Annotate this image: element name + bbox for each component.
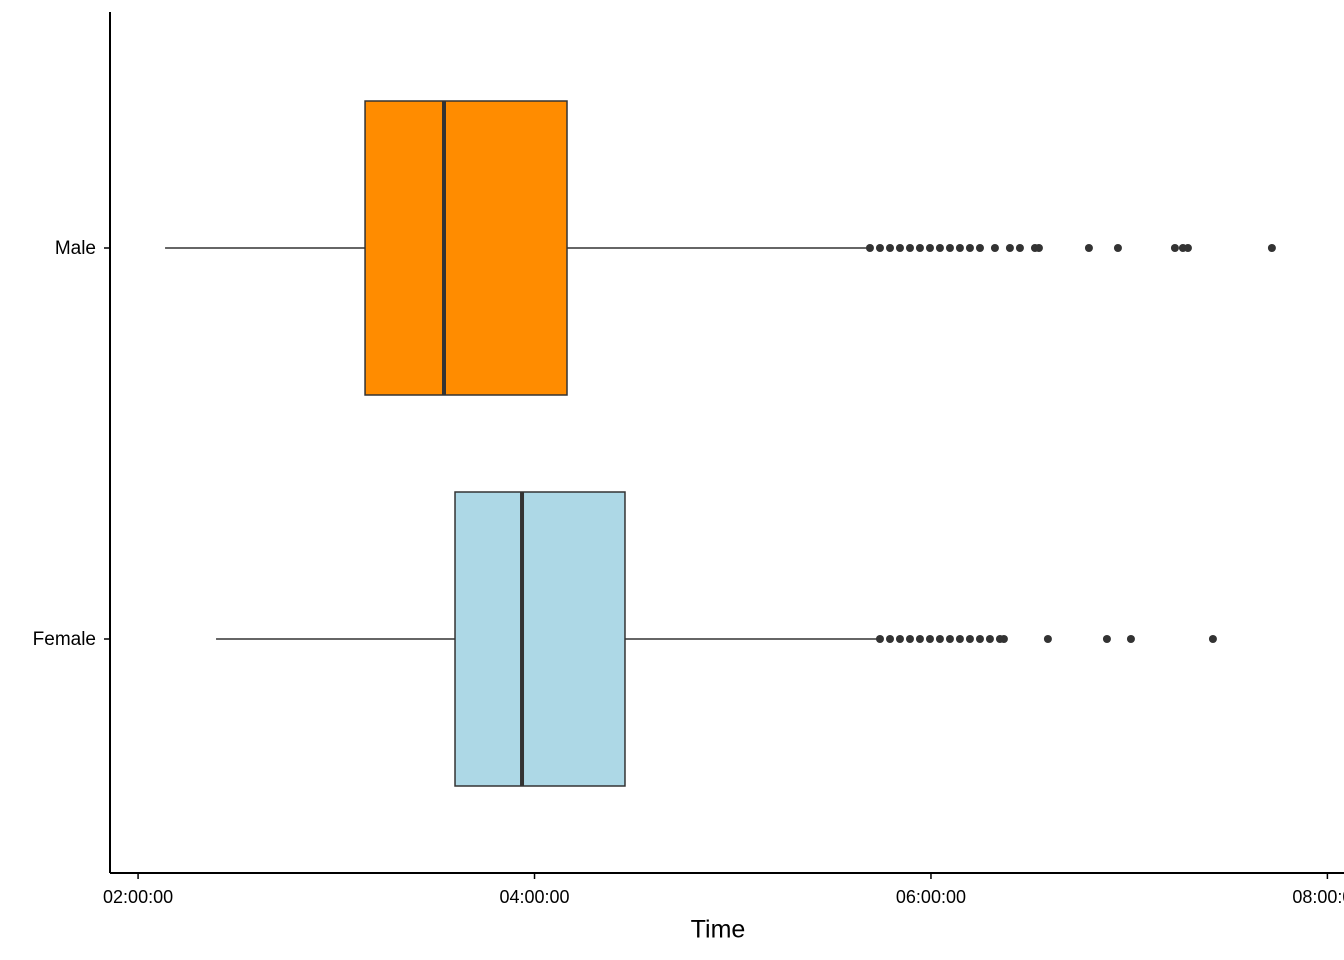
outlier [1208,635,1217,643]
outlier [1034,244,1043,252]
outlier [1043,635,1052,643]
x-tick-label: 06:00:00 [896,887,966,907]
box [454,491,626,787]
outlier [1084,244,1093,252]
outlier [1183,244,1192,252]
x-tick-label: 02:00:00 [103,887,173,907]
outlier [990,244,999,252]
outlier [905,244,914,252]
x-tick-label: 04:00:00 [499,887,569,907]
outlier [985,635,994,643]
outlier [1170,244,1179,252]
outlier [875,244,884,252]
y-tick-label: Male [55,238,96,259]
outlier [945,244,954,252]
outlier [915,244,924,252]
outlier [935,635,944,643]
outlier [905,635,914,643]
outlier [895,635,904,643]
outlier [965,244,974,252]
outlier [925,635,934,643]
outlier [975,635,984,643]
outlier [1267,244,1276,252]
outlier [885,244,894,252]
outlier [1015,244,1024,252]
outlier [945,635,954,643]
outlier [1113,244,1122,252]
outlier [955,635,964,643]
outlier [975,244,984,252]
x-tick-label: 08:00:00 [1292,887,1344,907]
outlier [925,244,934,252]
y-tick-label: Female [33,629,96,650]
x-axis-title: Time [691,916,746,944]
box [364,100,568,396]
outlier [1102,635,1111,643]
outlier [1005,244,1014,252]
outlier [865,244,874,252]
outlier [895,244,904,252]
outlier [965,635,974,643]
outlier [935,244,944,252]
outlier [915,635,924,643]
outlier [885,635,894,643]
outlier [955,244,964,252]
outlier [999,635,1008,643]
outlier [1126,635,1135,643]
outlier [875,635,884,643]
